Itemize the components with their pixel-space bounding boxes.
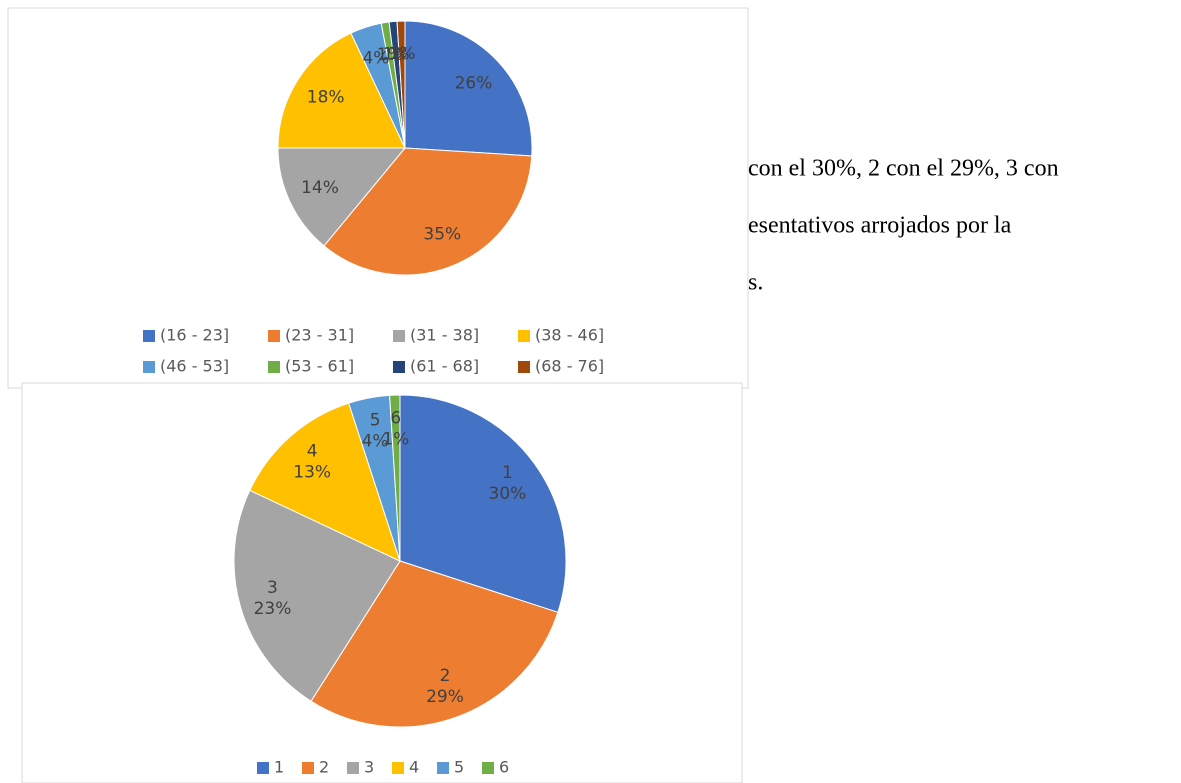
data-label-category: 6 — [390, 408, 401, 428]
pie-slice — [277, 32, 406, 149]
legend-label: 4 — [409, 758, 419, 777]
legend-label: 2 — [319, 758, 329, 777]
pie-slice — [404, 20, 533, 157]
body-text: con el 30%, 2 con el 29%, 3 con — [748, 156, 1059, 182]
data-label: 6 1% — [382, 408, 409, 449]
legend-swatch — [518, 361, 530, 373]
data-label-category: 1 — [502, 463, 513, 483]
data-label-value: 29% — [426, 687, 464, 707]
body-text: s. — [748, 270, 763, 296]
legend-swatch — [437, 762, 449, 774]
pie-slice — [399, 394, 567, 613]
legend-label: (61 - 68] — [410, 357, 479, 376]
legend-label: 5 — [454, 758, 464, 777]
legend-swatch — [268, 361, 280, 373]
chart: 1 30%2 29%3 23%4 13%5 4%6 1%1 2 3 4 5 6 — [21, 382, 743, 783]
data-label-value: 23% — [254, 599, 292, 619]
legend-label: 1 — [274, 758, 284, 777]
data-label-category: 3 — [267, 578, 278, 598]
data-label: 14% — [301, 178, 339, 198]
legend-label: (53 - 61] — [285, 357, 354, 376]
legend-label: 6 — [499, 758, 509, 777]
pie-slice — [310, 560, 559, 728]
data-label-category: 5 — [370, 411, 381, 431]
legend-swatch — [518, 330, 530, 342]
data-label-value: 1% — [382, 429, 409, 449]
legend-label: (68 - 76] — [535, 357, 604, 376]
legend-swatch — [393, 361, 405, 373]
data-label: 1% — [389, 44, 416, 64]
data-label: 18% — [307, 88, 345, 108]
data-label: 4 13% — [293, 441, 331, 482]
data-label-value: 30% — [489, 484, 527, 504]
data-label: 1 30% — [489, 463, 527, 504]
data-label-category: 4 — [307, 441, 318, 461]
data-label: 35% — [423, 224, 461, 244]
legend-label: (31 - 38] — [410, 326, 479, 345]
legend-swatch — [143, 361, 155, 373]
body-text: esentativos arrojados por la — [748, 213, 1012, 239]
data-label-value: 13% — [293, 462, 331, 482]
legend-label: 3 — [364, 758, 374, 777]
legend-swatch — [392, 762, 404, 774]
legend-swatch — [143, 330, 155, 342]
pie-slice — [233, 489, 401, 702]
data-label-category: 2 — [440, 666, 451, 686]
legend-swatch — [393, 330, 405, 342]
pie-slice — [396, 20, 406, 149]
legend-swatch — [347, 762, 359, 774]
legend-swatch — [268, 330, 280, 342]
legend-swatch — [482, 762, 494, 774]
pie-slice — [323, 147, 533, 276]
data-label: 3 23% — [254, 578, 292, 619]
chart: 26% 35% 14% 18% 4%1%1%1% (16 - 23] (23 - 31] (3… — [7, 7, 749, 389]
legend-label: (16 - 23] — [160, 326, 229, 345]
legend-label: (23 - 31] — [285, 326, 354, 345]
data-label: 26% — [455, 74, 493, 94]
data-label-value: 4% — [362, 432, 389, 452]
pie-slice — [389, 394, 401, 562]
legend-label: (38 - 46] — [535, 326, 604, 345]
legend-label: (46 - 53] — [160, 357, 229, 376]
pie-slice — [249, 402, 401, 562]
pie-slice — [277, 147, 407, 247]
legend-swatch — [302, 762, 314, 774]
data-label: 2 29% — [426, 666, 464, 707]
data-label: 4% — [362, 49, 389, 69]
data-label: 1% — [377, 45, 404, 65]
data-label: 5 4% — [362, 411, 389, 452]
data-label: 1% — [383, 44, 410, 64]
legend-swatch — [257, 762, 269, 774]
